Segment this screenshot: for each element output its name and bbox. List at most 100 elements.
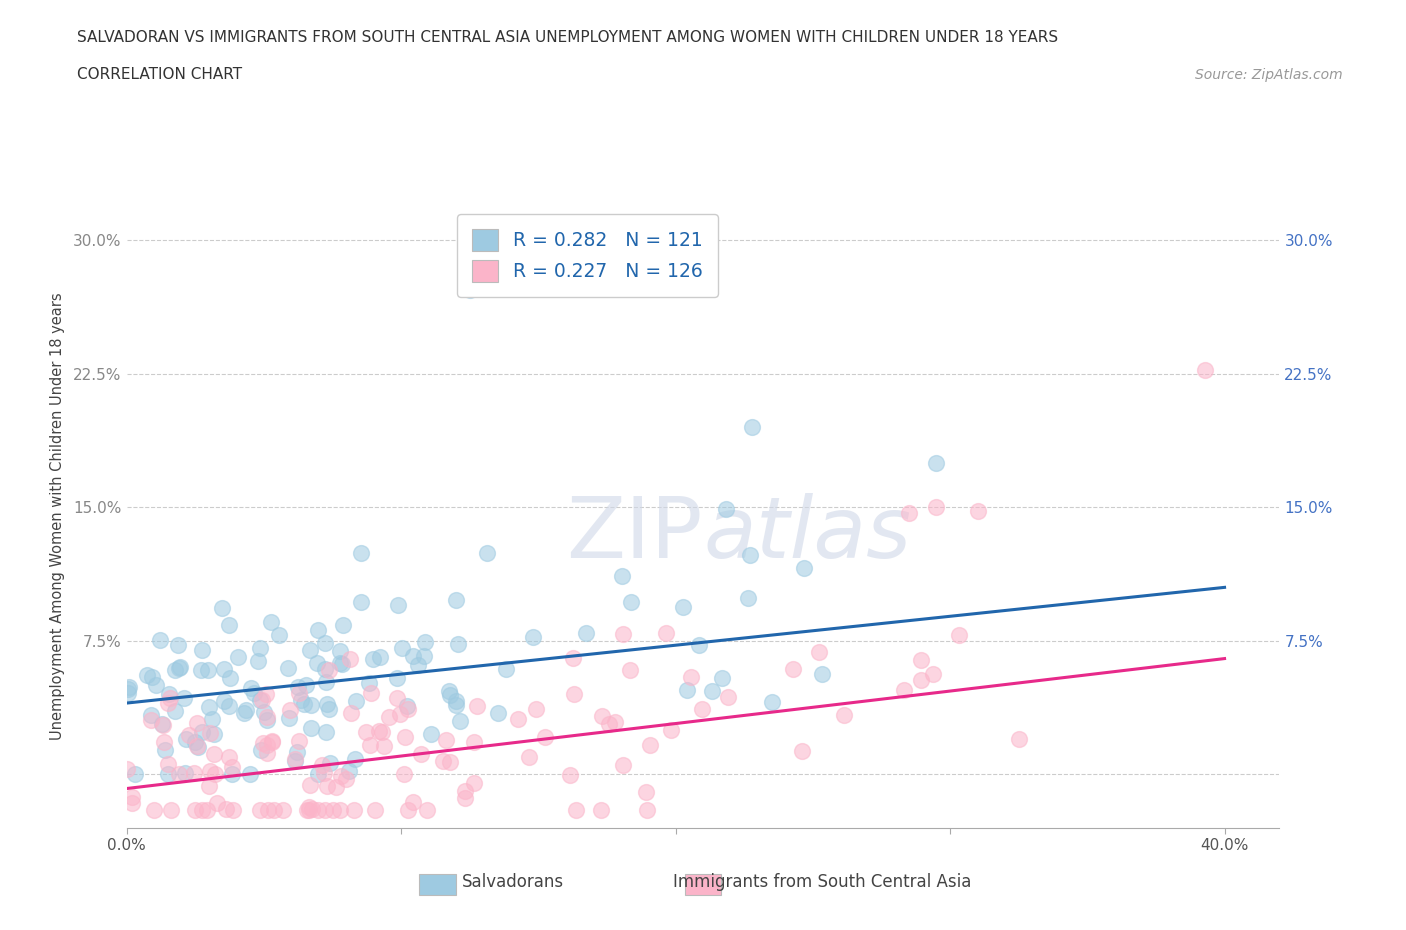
Point bbox=[948, 628, 970, 643]
Point bbox=[444, 693, 467, 708]
Point bbox=[477, 546, 499, 561]
Point bbox=[190, 662, 212, 677]
Point bbox=[198, 699, 221, 714]
Point bbox=[447, 636, 470, 651]
Point bbox=[314, 803, 336, 817]
Point bbox=[591, 709, 613, 724]
Point bbox=[145, 678, 167, 693]
Point bbox=[373, 738, 395, 753]
Point bbox=[173, 691, 195, 706]
Point bbox=[179, 728, 201, 743]
Point bbox=[700, 684, 723, 698]
Point bbox=[388, 706, 411, 721]
Point bbox=[277, 661, 299, 676]
Point bbox=[449, 713, 471, 728]
Point bbox=[195, 803, 218, 817]
Point bbox=[186, 716, 208, 731]
Point bbox=[793, 561, 815, 576]
Text: SALVADORAN VS IMMIGRANTS FROM SOUTH CENTRAL ASIA UNEMPLOYMENT AMONG WOMEN WITH C: SALVADORAN VS IMMIGRANTS FROM SOUTH CENT… bbox=[77, 30, 1059, 45]
Point bbox=[387, 691, 409, 706]
Point bbox=[357, 675, 380, 690]
Point bbox=[299, 721, 322, 736]
Point bbox=[432, 753, 454, 768]
Point bbox=[205, 796, 228, 811]
Point bbox=[149, 632, 172, 647]
Point bbox=[679, 670, 702, 684]
Point bbox=[198, 764, 221, 778]
Point bbox=[329, 803, 352, 817]
Point bbox=[260, 614, 283, 629]
Point bbox=[290, 693, 312, 708]
Point bbox=[288, 733, 311, 748]
Point bbox=[246, 654, 269, 669]
Point bbox=[486, 706, 509, 721]
Point bbox=[761, 695, 783, 710]
Point bbox=[298, 778, 321, 793]
Point bbox=[394, 730, 416, 745]
Point bbox=[690, 701, 713, 716]
Y-axis label: Unemployment Among Women with Children Under 18 years: Unemployment Among Women with Children U… bbox=[49, 292, 65, 740]
Point bbox=[385, 671, 408, 685]
Point bbox=[522, 630, 544, 644]
Point bbox=[191, 724, 214, 739]
Point bbox=[335, 772, 357, 787]
Point bbox=[897, 505, 920, 520]
Point bbox=[141, 669, 163, 684]
Point bbox=[925, 456, 948, 471]
Point bbox=[387, 598, 409, 613]
Point bbox=[159, 691, 181, 706]
Point bbox=[314, 635, 336, 650]
Point bbox=[508, 711, 530, 726]
Point bbox=[454, 790, 477, 805]
Point bbox=[672, 600, 695, 615]
Point bbox=[832, 708, 855, 723]
Point bbox=[328, 656, 350, 671]
Point bbox=[292, 697, 315, 711]
Point bbox=[184, 803, 207, 817]
Point bbox=[322, 803, 344, 817]
Point bbox=[240, 681, 263, 696]
Text: Salvadorans: Salvadorans bbox=[463, 872, 564, 891]
Point bbox=[340, 705, 363, 720]
Point bbox=[315, 697, 337, 711]
Point bbox=[612, 568, 634, 583]
Point bbox=[167, 638, 190, 653]
Point bbox=[152, 717, 174, 732]
Point bbox=[636, 803, 658, 817]
Point bbox=[562, 686, 585, 701]
Point bbox=[524, 702, 547, 717]
Point bbox=[396, 803, 419, 817]
Point bbox=[256, 713, 278, 728]
Point bbox=[676, 683, 699, 698]
Point bbox=[311, 758, 333, 773]
Point bbox=[738, 548, 761, 563]
Point bbox=[305, 656, 328, 671]
Point bbox=[252, 735, 274, 750]
Point bbox=[659, 723, 682, 737]
Point bbox=[198, 726, 221, 741]
Point bbox=[253, 704, 276, 719]
Point bbox=[298, 800, 321, 815]
Point bbox=[565, 803, 588, 817]
Point bbox=[156, 767, 179, 782]
Point bbox=[737, 591, 759, 605]
Point bbox=[218, 698, 240, 713]
Point bbox=[235, 702, 257, 717]
Point bbox=[910, 673, 932, 688]
Point bbox=[638, 737, 661, 752]
Point bbox=[434, 733, 457, 748]
Point bbox=[465, 699, 488, 714]
Point bbox=[163, 703, 186, 718]
Point bbox=[118, 680, 141, 695]
Point bbox=[364, 803, 387, 817]
Point bbox=[186, 738, 208, 753]
Point bbox=[361, 652, 384, 667]
Point bbox=[124, 767, 146, 782]
Point bbox=[299, 642, 322, 657]
Point bbox=[314, 662, 336, 677]
Point bbox=[218, 671, 240, 685]
Point bbox=[416, 803, 439, 817]
Point bbox=[420, 726, 443, 741]
Point bbox=[811, 667, 834, 682]
Point bbox=[256, 710, 278, 724]
